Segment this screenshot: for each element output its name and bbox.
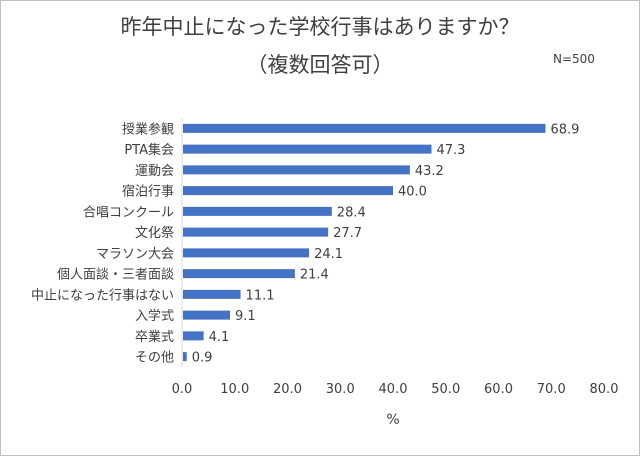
chart-subtitle: （複数回答可） — [246, 53, 394, 77]
bar — [183, 352, 187, 362]
sample-size-note: N=500 — [553, 52, 595, 66]
x-tick-label: 30.0 — [326, 382, 355, 397]
bar — [183, 165, 410, 175]
data-label: 21.4 — [300, 268, 329, 283]
data-label: 47.3 — [437, 143, 466, 158]
data-label: 24.1 — [314, 247, 343, 262]
x-tick-label: 60.0 — [484, 382, 513, 397]
data-label: 9.1 — [235, 309, 256, 324]
category-label: 宿泊行事 — [122, 184, 174, 200]
category-label: 個人面談・三者面談 — [57, 267, 174, 283]
x-tick-label: 20.0 — [273, 382, 302, 397]
data-label: 43.2 — [415, 164, 444, 179]
x-axis-label: % — [386, 412, 399, 428]
category-label: マラソン大会 — [96, 247, 174, 262]
data-label: 40.0 — [398, 185, 427, 200]
bar — [183, 289, 241, 299]
x-tick-label: 70.0 — [537, 382, 566, 397]
bar — [183, 248, 310, 258]
bar — [183, 206, 332, 216]
data-label: 68.9 — [550, 122, 579, 137]
chart-title: 昨年中止になった学校行事はありますか？ — [120, 15, 520, 39]
category-label: 運動会 — [135, 164, 174, 179]
data-label: 11.1 — [246, 288, 275, 303]
category-label: PTA集会 — [124, 142, 174, 158]
bar — [183, 227, 329, 237]
data-label: 4.1 — [209, 330, 230, 345]
data-label: 27.7 — [333, 226, 362, 241]
x-tick-label: 10.0 — [220, 382, 249, 397]
category-label: 合唱コンクール — [83, 205, 174, 220]
category-label: 卒業式 — [135, 329, 174, 345]
x-tick-label: 50.0 — [431, 382, 460, 397]
category-label: 中止になった行事はない — [31, 288, 174, 303]
bar — [183, 144, 432, 154]
category-label: 授業参観 — [122, 121, 174, 137]
bar — [183, 331, 204, 341]
x-tick-label: 40.0 — [379, 382, 408, 397]
category-label: その他 — [135, 351, 174, 366]
data-label: 0.9 — [192, 351, 213, 366]
bar — [183, 310, 231, 320]
bar — [183, 186, 393, 196]
category-label: 文化祭 — [135, 226, 174, 241]
bar — [183, 123, 546, 133]
x-tick-label: 0.0 — [172, 382, 193, 397]
category-label: 入学式 — [135, 308, 174, 324]
bar — [183, 269, 295, 279]
data-label: 28.4 — [337, 205, 366, 220]
x-tick-label: 80.0 — [590, 382, 619, 397]
